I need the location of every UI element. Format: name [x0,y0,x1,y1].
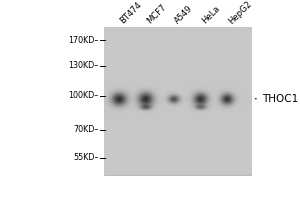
Text: 55KD–: 55KD– [73,153,99,162]
Text: 70KD–: 70KD– [73,125,99,134]
Text: 130KD–: 130KD– [68,61,99,70]
Text: THOC1: THOC1 [255,94,298,104]
Bar [104,27,251,175]
Text: 170KD–: 170KD– [68,36,99,45]
Text: HepG2: HepG2 [226,0,253,26]
Text: HeLa: HeLa [200,4,221,26]
Text: MCF7: MCF7 [145,3,168,26]
Text: 100KD–: 100KD– [68,91,99,100]
Text: A549: A549 [173,4,195,26]
Text: BT474: BT474 [118,0,144,26]
